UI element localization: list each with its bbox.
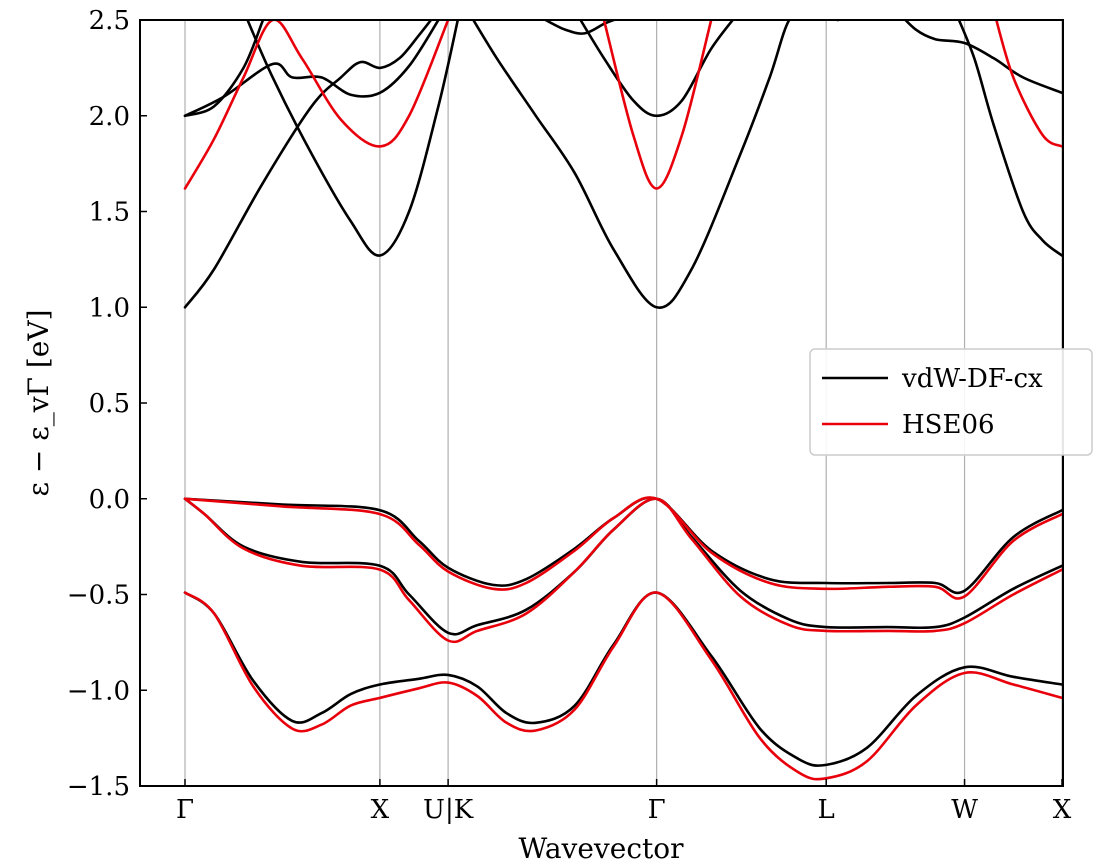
band-line-vdw-df-cx — [833, 20, 840, 22]
legend-label: vdW-DF-cx — [901, 364, 1043, 394]
band-line-vdw-df-cx — [183, 591, 1063, 767]
x-tick-label: Γ — [648, 795, 666, 825]
y-tick-label: 2.5 — [89, 6, 130, 36]
x-tick-label: W — [951, 795, 978, 825]
y-tick-label: −1.5 — [67, 772, 130, 802]
band-line-vdw-df-cx — [471, 20, 791, 309]
y-axis-label: ε − ε_vΓ [eV] — [22, 309, 55, 496]
band-line-vdw-df-cx — [957, 20, 1063, 257]
y-tick-label: 1.5 — [89, 198, 130, 228]
x-tick-label: X — [1053, 795, 1072, 825]
y-tick-label: 0.5 — [89, 389, 130, 419]
legend-label: HSE06 — [902, 410, 995, 440]
band-line-vdw-df-cx — [903, 20, 1063, 95]
band-line-hse06 — [995, 20, 1063, 148]
x-tick-label: X — [371, 795, 390, 825]
y-axis-ticks: 2.5 2.0 1.5 1.0 0.5 0.0 −0.5 −1.0 −1.5 — [67, 6, 147, 802]
band-line-hse06 — [602, 20, 713, 190]
band-line-vdw-df-cx — [246, 20, 460, 257]
legend: vdW-DF-cx HSE06 — [809, 348, 1093, 456]
band-line-hse06 — [183, 591, 1063, 781]
band-line-hse06 — [183, 496, 1063, 600]
band-line-hse06 — [183, 497, 1063, 644]
x-tick-label: U|K — [423, 795, 474, 825]
band-line-vdw-df-cx — [579, 20, 735, 118]
y-tick-label: −0.5 — [67, 581, 130, 611]
x-tick-label: L — [818, 795, 835, 825]
band-line-vdw-df-cx — [183, 20, 433, 309]
y-tick-label: 0.0 — [89, 485, 130, 515]
y-tick-label: 1.0 — [89, 293, 130, 323]
x-tick-label: Γ — [176, 795, 194, 825]
bands — [183, 20, 1063, 781]
band-line-vdw-df-cx — [183, 20, 265, 118]
x-axis-label: Wavevector — [519, 832, 685, 865]
band-line-hse06 — [183, 20, 450, 190]
x-axis-ticks: Γ X U|K Γ L W X — [176, 779, 1072, 825]
band-line-vdw-df-cx — [183, 20, 440, 118]
y-tick-label: −1.0 — [67, 676, 130, 706]
y-tick-label: 2.0 — [89, 102, 130, 132]
band-line-vdw-df-cx — [544, 20, 616, 35]
legend-box — [809, 348, 1093, 456]
